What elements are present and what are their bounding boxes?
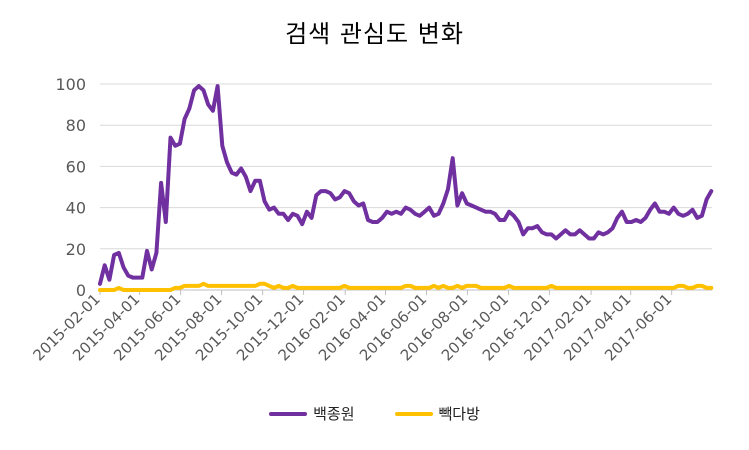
legend-swatch-series-1	[269, 411, 308, 416]
legend-swatch-series-2	[394, 411, 433, 416]
series-line-2	[98, 281, 714, 292]
y-tick-label-5: 100	[55, 75, 86, 94]
series-line-1	[98, 84, 714, 286]
y-tick-label-3: 60	[66, 157, 86, 176]
y-tick-label-2: 40	[66, 199, 86, 218]
chart-title: 검색 관심도 변화	[285, 20, 464, 48]
legend-item-series-1: 백종원	[269, 403, 355, 424]
legend-label-series-1: 백종원	[313, 405, 355, 423]
legend-label-series-2: 빽다방	[438, 405, 480, 423]
y-tick-label-4: 80	[66, 116, 86, 135]
legend: 백종원 빽다방	[0, 403, 749, 424]
y-tick-label-0: 0	[76, 281, 86, 300]
y-tick-label-1: 20	[66, 240, 86, 259]
legend-item-series-2: 빽다방	[394, 403, 480, 424]
